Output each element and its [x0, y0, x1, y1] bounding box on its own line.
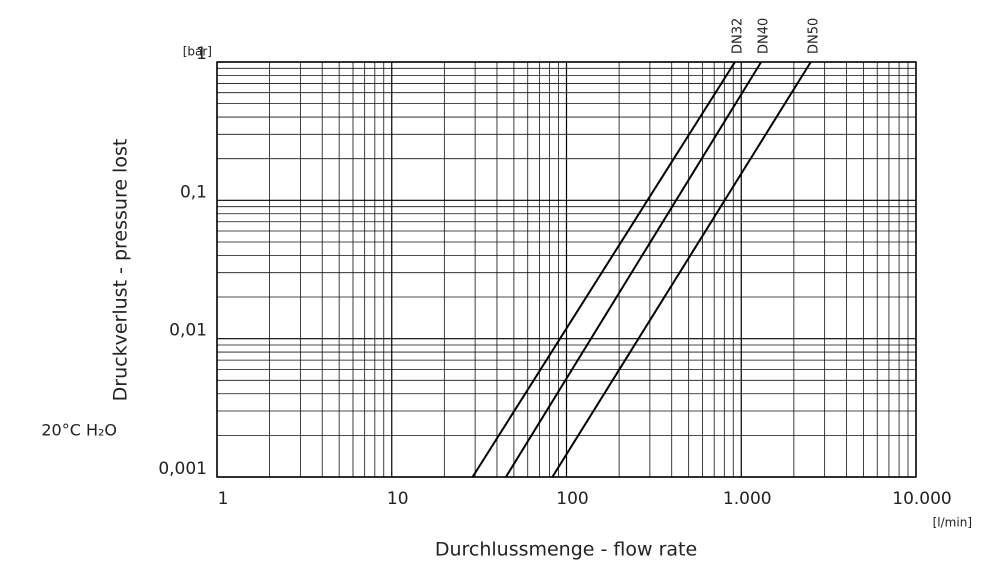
x-tick-label: 1.000 [723, 489, 772, 509]
series-line [505, 61, 763, 478]
x-tick-label: 10 [387, 489, 409, 509]
series-label: DN32 [730, 18, 745, 54]
series-label: DN50 [806, 18, 821, 54]
x-tick-label: 100 [556, 489, 588, 509]
x-unit: [l/min] [933, 516, 972, 530]
y-unit: [bar] [183, 45, 212, 59]
series-line [551, 61, 812, 478]
y-tick-label: 1 [196, 44, 207, 64]
x-axis-label: Durchlussmenge - flow rate [435, 539, 697, 561]
annotation: 20°C H₂O [41, 421, 117, 440]
x-tick-label: 1 [218, 489, 229, 509]
series-line [471, 61, 736, 478]
y-tick-label: 0,001 [158, 459, 207, 479]
x-tick-label: 10.000 [892, 489, 951, 509]
series-label: DN40 [757, 18, 772, 54]
y-tick-label: 0,1 [180, 182, 207, 202]
plot-frame [216, 61, 917, 478]
y-axis-label: Druckverlust - pressure lost [110, 139, 132, 402]
y-tick-label: 0,01 [169, 321, 207, 341]
